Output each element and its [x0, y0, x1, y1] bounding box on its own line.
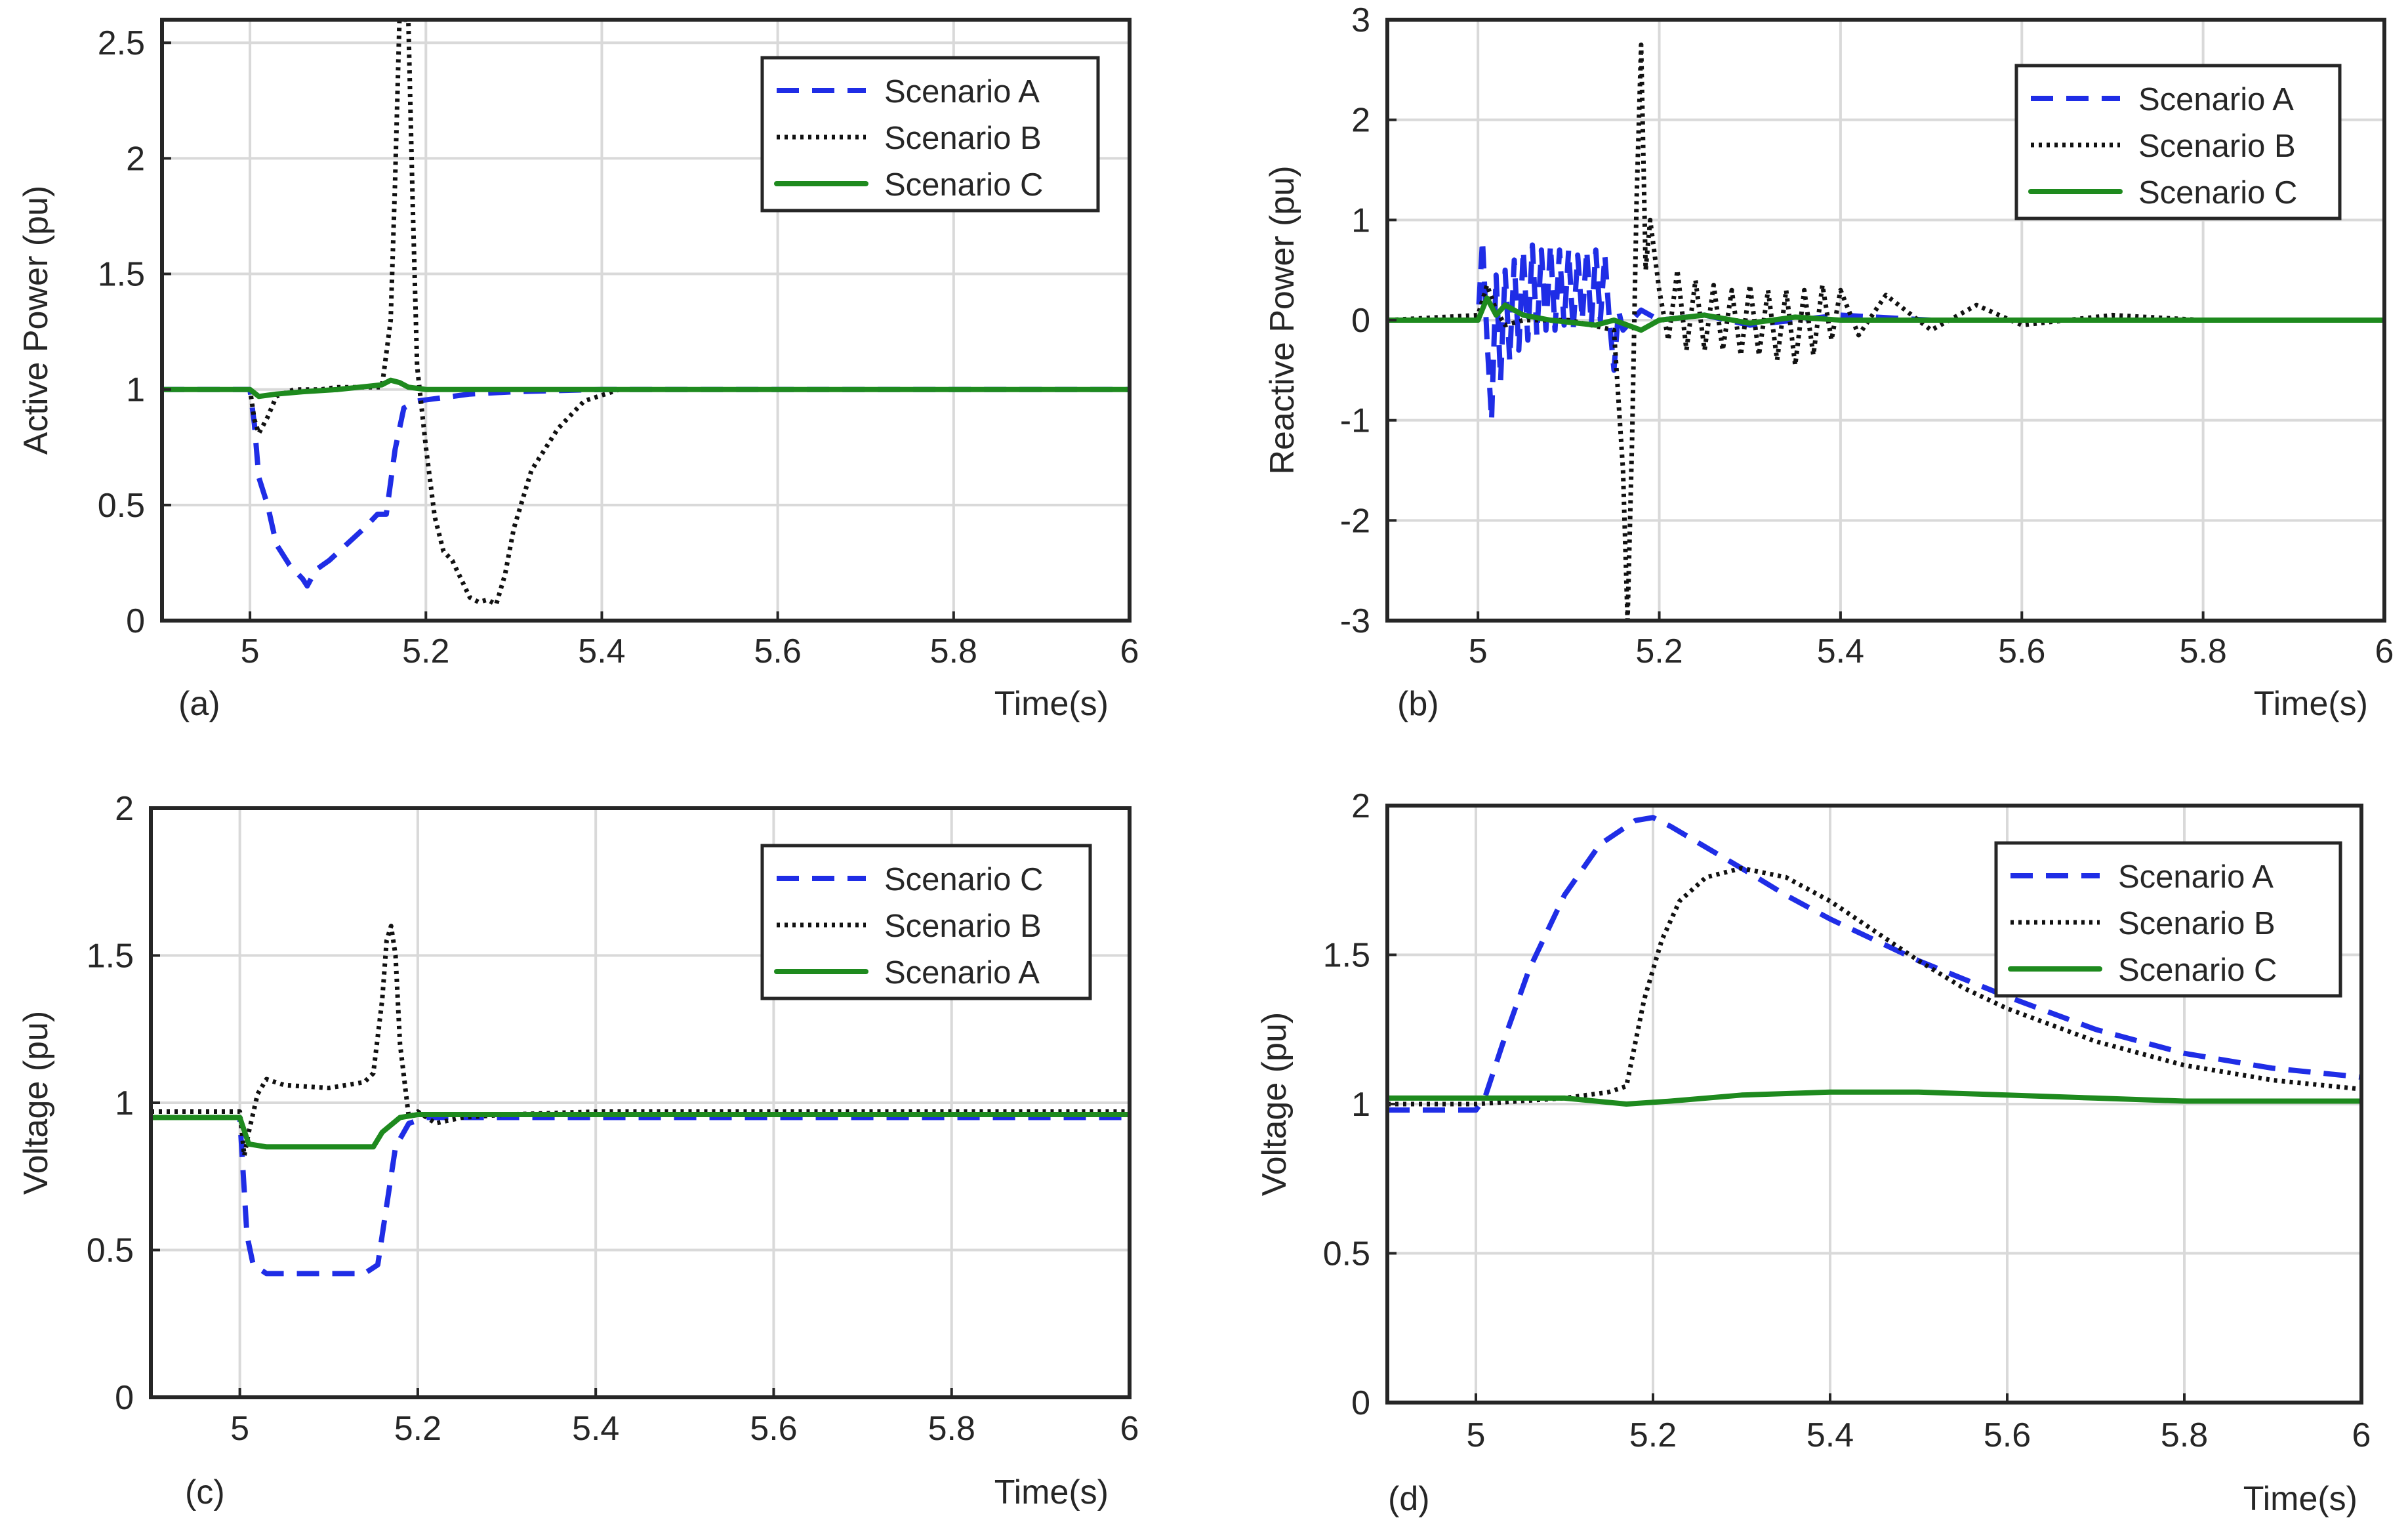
- x-tick-label: 5.6: [754, 632, 801, 670]
- y-axis-label: Active Power (pu): [17, 186, 55, 455]
- legend-label: Scenario C: [2138, 175, 2297, 211]
- y-tick-label: -1: [1340, 402, 1370, 440]
- series-line-scenario-c: [151, 1115, 1130, 1277]
- x-tick-label: 5.2: [1629, 1416, 1677, 1454]
- y-tick-label: -3: [1340, 602, 1370, 640]
- legend-label: Scenario A: [884, 955, 1040, 991]
- legend-label: Scenario A: [884, 74, 1040, 110]
- x-tick-label: 5.4: [578, 632, 625, 670]
- x-tick-label: 5.4: [572, 1410, 619, 1448]
- y-axis-label: Voltage (pu): [1255, 1012, 1294, 1196]
- y-tick-label: 2: [115, 790, 134, 828]
- y-tick-label: 1.5: [1323, 937, 1370, 975]
- y-tick-label: 1.5: [87, 937, 134, 975]
- legend-label: Scenario B: [2138, 129, 2296, 164]
- x-tick-label: 6: [1120, 632, 1139, 670]
- y-tick-label: 1: [115, 1084, 134, 1122]
- y-tick-label: 2: [1351, 102, 1370, 140]
- x-axis-label: Time(s): [994, 685, 1109, 723]
- chart-panel-c: 5 5.2 5.4 5.6 5.8 6 0 0.5 1 1.5 2 Voltage (pu) Time(…: [17, 790, 1139, 1511]
- x-tick-label: 5.8: [930, 632, 977, 670]
- x-tick-label: 6: [1120, 1410, 1139, 1448]
- legend-label: Scenario C: [884, 167, 1043, 203]
- panel-tag: (b): [1397, 685, 1439, 723]
- x-tick-label: 5: [1467, 1416, 1486, 1454]
- y-tick-label: 1: [126, 371, 145, 409]
- series-line-scenario-a: [151, 1112, 1130, 1150]
- x-axis-label: Time(s): [994, 1473, 1109, 1511]
- y-tick-label: 2.5: [98, 24, 145, 62]
- x-tick-label: 5.4: [1817, 632, 1864, 670]
- legend: Scenario A Scenario B Scenario C: [760, 56, 1100, 213]
- x-tick-label: 5.6: [750, 1410, 797, 1448]
- x-axis-label: Time(s): [2254, 685, 2368, 723]
- chart-panel-d: 5 5.2 5.4 5.6 5.8 6 0 0.5 1 1.5 2 Voltage (pu) Time(…: [1255, 787, 2371, 1518]
- y-tick-label: 1: [1351, 201, 1370, 239]
- y-tick-label: 0: [115, 1379, 134, 1417]
- y-tick-label: 1: [1351, 1086, 1370, 1124]
- y-tick-label: 3: [1351, 1, 1370, 39]
- legend: Scenario C Scenario B Scenario A: [760, 844, 1092, 1000]
- series-line-scenario-a: [1387, 815, 2361, 1113]
- series-line-scenario-b: [162, 20, 1130, 607]
- y-tick-label: 0: [1351, 302, 1370, 340]
- panel-tag: (a): [178, 685, 220, 723]
- x-tick-label: 6: [2352, 1416, 2371, 1454]
- x-axis-label: Time(s): [2243, 1480, 2357, 1518]
- legend-label: Scenario C: [884, 862, 1043, 897]
- legend: Scenario A Scenario B Scenario C: [2014, 64, 2342, 220]
- y-tick-label: -2: [1340, 502, 1370, 540]
- series-line-scenario-b: [1387, 866, 2361, 1107]
- x-tick-label: 5.2: [402, 632, 449, 670]
- y-axis-label: Reactive Power (pu): [1263, 165, 1301, 474]
- y-axis-label: Voltage (pu): [17, 1011, 55, 1195]
- panel-tag: (d): [1388, 1480, 1430, 1518]
- series-line-scenario-c: [1387, 1089, 2361, 1107]
- x-tick-label: 5.8: [2161, 1416, 2208, 1454]
- y-tick-label: 1.5: [98, 256, 145, 294]
- series-line-scenario-a: [162, 386, 1130, 589]
- y-tick-label: 0.5: [98, 487, 145, 525]
- y-tick-label: 2: [1351, 787, 1370, 825]
- legend-label: Scenario B: [884, 909, 1042, 944]
- chart-panel-b: 5 5.2 5.4 5.6 5.8 6 -3 -2 -1 0 1 2 3 Reactive Power (…: [1263, 1, 2394, 723]
- series-line-scenario-b: [1387, 42, 2384, 621]
- legend: Scenario A Scenario B Scenario C: [1994, 841, 2342, 998]
- x-tick-label: 5: [230, 1410, 249, 1448]
- x-tick-label: 5.8: [2179, 632, 2226, 670]
- x-tick-label: 5.2: [394, 1410, 441, 1448]
- series-line-scenario-c: [1387, 295, 2384, 333]
- legend-label: Scenario C: [2118, 953, 2277, 988]
- x-tick-label: 5.2: [1635, 632, 1683, 670]
- legend-label: Scenario B: [884, 121, 1042, 156]
- y-tick-label: 0: [1351, 1384, 1370, 1422]
- panel-tag: (c): [185, 1473, 225, 1511]
- x-tick-label: 6: [2375, 632, 2394, 670]
- series-line-scenario-c: [162, 377, 1130, 400]
- series-line-scenario-a: [1387, 237, 2384, 423]
- axes-box: [160, 18, 1132, 623]
- x-tick-label: 5.6: [1984, 1416, 2031, 1454]
- y-tick-label: 2: [126, 140, 145, 178]
- y-tick-label: 0.5: [1323, 1235, 1370, 1273]
- legend-label: Scenario B: [2118, 906, 2275, 941]
- x-tick-label: 5.6: [1998, 632, 2045, 670]
- legend-label: Scenario A: [2118, 859, 2274, 895]
- chart-panel-a: 5 5.2 5.4 5.6 5.8 6 0 0.5 1 1.5 2 2.5 Active Power (…: [17, 18, 1139, 723]
- legend-label: Scenario A: [2138, 82, 2294, 117]
- x-tick-label: 5: [241, 632, 260, 670]
- y-tick-label: 0.5: [87, 1232, 134, 1270]
- x-tick-label: 5.4: [1806, 1416, 1854, 1454]
- x-tick-label: 5: [1469, 632, 1488, 670]
- y-tick-label: 0: [126, 602, 145, 640]
- x-tick-label: 5.8: [928, 1410, 975, 1448]
